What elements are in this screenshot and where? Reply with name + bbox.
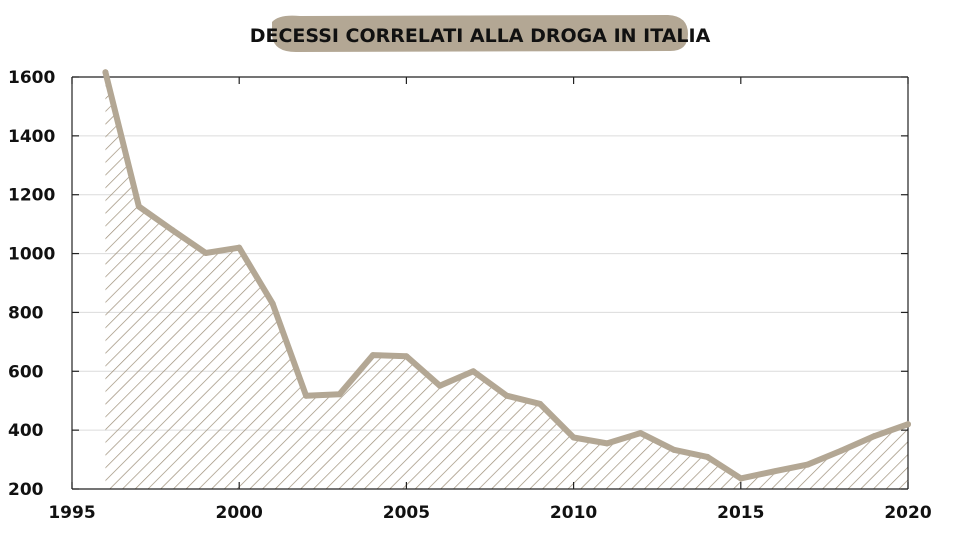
y-tick-label: 200 bbox=[8, 480, 44, 500]
y-tick-label: 1200 bbox=[8, 186, 55, 206]
x-tick-label: 1995 bbox=[48, 503, 95, 523]
axis-layer bbox=[71, 76, 909, 490]
data-point bbox=[704, 453, 711, 460]
data-point bbox=[202, 249, 209, 256]
data-point bbox=[737, 475, 744, 482]
y-tick-label: 400 bbox=[8, 421, 44, 441]
tick-layer: 200 400 600 800 1000 1200 1400 1600 1995 2000 2005… bbox=[8, 68, 932, 523]
data-point bbox=[771, 468, 778, 475]
data-point bbox=[537, 400, 544, 407]
chart-title-badge: DECESSI CORRELATI ALLA DROGA IN ITALIA bbox=[250, 15, 711, 52]
x-tick-label: 2000 bbox=[216, 503, 263, 523]
data-point bbox=[905, 421, 911, 428]
data-point bbox=[570, 434, 577, 441]
data-point bbox=[236, 244, 243, 251]
y-tick-label: 1600 bbox=[8, 68, 55, 88]
data-point bbox=[269, 300, 276, 307]
area-layer bbox=[105, 72, 908, 489]
data-point bbox=[838, 447, 845, 454]
x-tick-label: 2015 bbox=[717, 503, 764, 523]
area-fill bbox=[105, 72, 908, 489]
y-tick-label: 1000 bbox=[8, 245, 55, 265]
data-point bbox=[336, 391, 343, 398]
line-layer bbox=[102, 69, 911, 482]
data-point bbox=[604, 440, 611, 447]
data-point bbox=[303, 392, 310, 399]
data-point bbox=[102, 69, 109, 76]
data-point bbox=[135, 203, 142, 210]
data-point bbox=[403, 353, 410, 360]
y-tick-label: 600 bbox=[8, 362, 44, 382]
x-tick-label: 2005 bbox=[383, 503, 430, 523]
data-point bbox=[670, 446, 677, 453]
data-point bbox=[804, 461, 811, 468]
data-point bbox=[637, 430, 644, 437]
data-point bbox=[369, 352, 376, 359]
data-point bbox=[503, 392, 510, 399]
data-point bbox=[470, 368, 477, 375]
y-tick-label: 800 bbox=[8, 303, 44, 323]
data-point bbox=[169, 227, 176, 234]
chart-title: DECESSI CORRELATI ALLA DROGA IN ITALIA bbox=[250, 25, 711, 47]
data-point bbox=[436, 382, 443, 389]
x-tick-label: 2020 bbox=[884, 503, 931, 523]
y-tick-label: 1400 bbox=[8, 127, 55, 147]
x-tick-label: 2010 bbox=[550, 503, 597, 523]
data-point bbox=[871, 433, 878, 440]
